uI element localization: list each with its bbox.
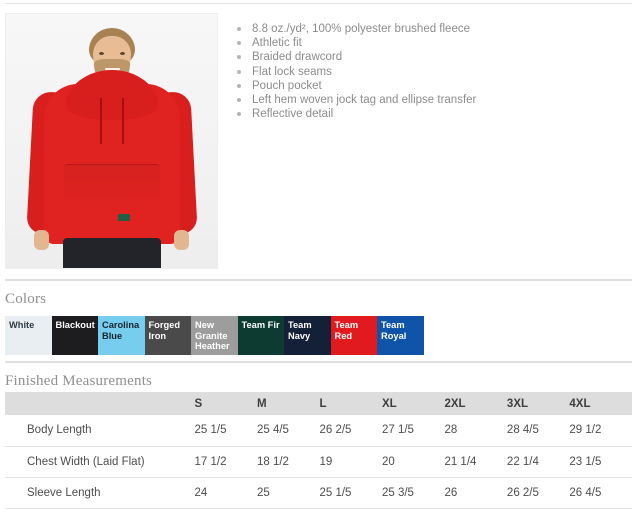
color-swatch[interactable]: Team Navy (284, 316, 331, 355)
feature-list: 8.8 oz./yd², 100% polyester brushed flee… (234, 22, 637, 121)
feature-item: Reflective detail (234, 107, 637, 121)
feature-item: Athletic fit (234, 36, 637, 50)
color-swatch[interactable]: Team Royal (377, 316, 424, 355)
color-swatch[interactable]: New Granite Heather (191, 316, 238, 355)
table-header-row: S M L XL 2XL 3XL 4XL (5, 392, 632, 415)
feature-item: Flat lock seams (234, 65, 637, 79)
measurement-value: 19 (319, 446, 382, 478)
feature-item: 8.8 oz./yd², 100% polyester brushed flee… (234, 22, 637, 36)
column-header-label (5, 392, 195, 415)
model-pants (62, 238, 161, 268)
hoodie-drawcord-left (99, 98, 102, 144)
hoodie-pouch-pocket (63, 164, 160, 212)
model-hand-left (33, 230, 49, 250)
color-swatch[interactable]: Forged Iron (144, 316, 191, 355)
feature-item: Pouch pocket (234, 79, 637, 93)
model-hand-right (173, 230, 189, 250)
measurement-value: 26 2/5 (506, 477, 570, 509)
measurement-value: 25 (256, 477, 320, 509)
hoodie-hood (65, 70, 158, 120)
measurement-value: 26 2/5 (319, 415, 382, 447)
table-row: Chest Width (Laid Flat) 17 1/2 18 1/2 19 20 2… (5, 446, 632, 478)
finished-measurements-table: S M L XL 2XL 3XL 4XL Body Length 25 1/5 25 4/5 26… (5, 392, 632, 509)
model-eye-left (98, 52, 104, 55)
measurement-value: 22 1/4 (506, 446, 570, 478)
table-row: Body Length 25 1/5 25 4/5 26 2/5 27 1/5 28 28 … (5, 415, 632, 447)
table-row: Sleeve Length 24 25 25 1/5 25 3/5 26 26 2/5 26 … (5, 477, 632, 509)
measurements-heading: Finished Measurements (5, 373, 153, 389)
measurement-value: 28 4/5 (506, 415, 570, 447)
measurement-value: 23 1/5 (569, 446, 632, 478)
measurement-value: 25 1/5 (319, 477, 382, 509)
measurement-label: Chest Width (Laid Flat) (5, 446, 195, 478)
feature-item: Braided drawcord (234, 50, 637, 64)
column-header-size: M (256, 392, 320, 415)
color-swatch[interactable]: White (5, 316, 52, 355)
color-swatch[interactable]: Team Red (330, 316, 377, 355)
product-image[interactable] (5, 13, 218, 269)
measurement-value: 29 1/2 (569, 415, 632, 447)
measurement-value: 25 4/5 (256, 415, 320, 447)
column-header-size: S (194, 392, 257, 415)
measurement-label: Body Length (5, 415, 195, 447)
model-eye-right (119, 52, 125, 55)
color-swatch[interactable]: Blackout (51, 316, 98, 355)
column-header-size: 2XL (444, 392, 507, 415)
color-swatch-list: White Blackout Carolina Blue Forged Iron New… (5, 316, 424, 355)
column-header-size: L (319, 392, 382, 415)
measurement-value: 17 1/2 (194, 446, 257, 478)
measurement-value: 26 (444, 477, 507, 509)
product-photo-illustration (6, 14, 217, 268)
column-header-size: 3XL (506, 392, 570, 415)
measurement-value: 24 (194, 477, 257, 509)
measurement-value: 25 3/5 (381, 477, 445, 509)
column-header-size: XL (381, 392, 445, 415)
measurement-value: 25 1/5 (194, 415, 257, 447)
measurement-label: Sleeve Length (5, 477, 195, 509)
measurement-value: 21 1/4 (444, 446, 507, 478)
color-swatch[interactable]: Carolina Blue (98, 316, 145, 355)
feature-item: Left hem woven jock tag and ellipse tran… (234, 93, 637, 107)
color-swatch[interactable]: Team Fir (237, 316, 284, 355)
hoodie-jock-tag (117, 214, 130, 221)
measurement-value: 28 (444, 415, 507, 447)
measurement-value: 20 (381, 446, 445, 478)
colors-divider (5, 279, 632, 281)
measurement-value: 18 1/2 (256, 446, 320, 478)
measurement-value: 27 1/5 (381, 415, 445, 447)
measurement-value: 26 4/5 (569, 477, 632, 509)
column-header-size: 4XL (569, 392, 632, 415)
hoodie-drawcord-right (121, 98, 124, 144)
measurements-divider (5, 361, 632, 363)
product-overview: 8.8 oz./yd², 100% polyester brushed flee… (0, 8, 637, 276)
table-header: S M L XL 2XL 3XL 4XL (5, 392, 632, 415)
colors-heading: Colors (5, 291, 47, 307)
table-body: Body Length 25 1/5 25 4/5 26 2/5 27 1/5 28 28 … (5, 415, 632, 509)
top-divider (5, 3, 632, 4)
